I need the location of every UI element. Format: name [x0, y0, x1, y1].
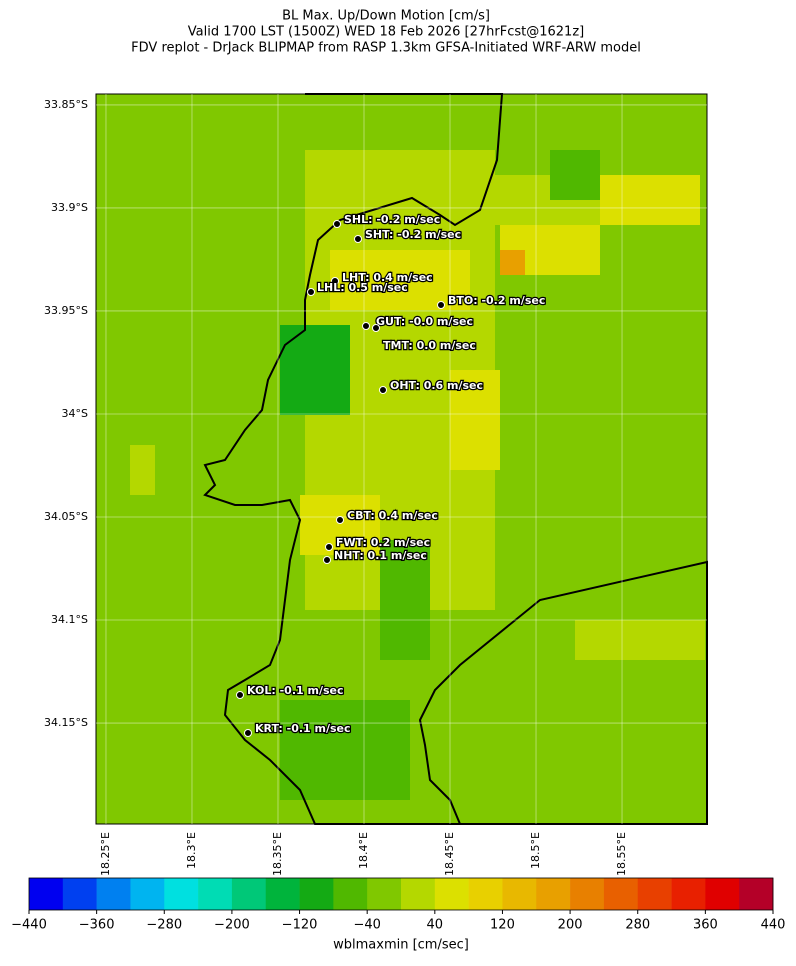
- colorbar-swatch: [705, 878, 740, 910]
- station-marker: [333, 220, 341, 228]
- lon-tick-label: 18.5°E: [529, 832, 542, 869]
- colorbar-swatch: [401, 878, 436, 910]
- lat-tick-label: 34.15°S: [44, 716, 88, 729]
- station-label: FWT: 0.2 m/sec: [336, 536, 430, 549]
- lon-tick-label: 18.55°E: [615, 832, 628, 876]
- colorbar-swatch: [164, 878, 199, 910]
- station-marker: [236, 691, 244, 699]
- lat-tick-label: 33.85°S: [44, 98, 88, 111]
- title-line: BL Max. Up/Down Motion [cm/s]: [282, 9, 490, 24]
- colorbar-swatch: [739, 878, 774, 910]
- colorbar-swatch: [231, 878, 267, 910]
- station-label: KRT: -0.1 m/sec: [255, 722, 351, 735]
- station-marker: [354, 235, 362, 243]
- colorbar-swatch: [671, 878, 706, 910]
- colorbar-tick-label: 200: [558, 918, 583, 933]
- colorbar-swatch: [570, 878, 605, 910]
- colorbar-swatch: [637, 878, 672, 910]
- colorbar-swatch: [130, 878, 165, 910]
- station-marker: [437, 301, 445, 309]
- colorbar-swatch: [434, 878, 469, 910]
- station-label: SHL: -0.2 m/sec: [344, 213, 440, 226]
- colorbar-swatch: [536, 878, 571, 910]
- colorbar-tick-label: 120: [490, 918, 515, 933]
- station-marker: [362, 322, 370, 330]
- station-label: BTO: -0.2 m/sec: [448, 294, 545, 307]
- colorbar-swatch: [96, 878, 131, 910]
- station-label: SHT: -0.2 m/sec: [365, 228, 461, 241]
- lon-tick-label: 18.4°E: [357, 832, 370, 869]
- lon-tick-label: 18.35°E: [271, 832, 284, 876]
- title-line: FDV replot - DrJack BLIPMAP from RASP 1.…: [131, 41, 641, 56]
- colorbar-swatch: [265, 878, 300, 910]
- station-label: NHT: 0.1 m/sec: [334, 549, 427, 562]
- lon-tick-label: 18.25°E: [99, 832, 112, 876]
- station-label: CBT: 0.4 m/sec: [347, 509, 438, 522]
- colorbar-tick-label: −40: [353, 918, 380, 933]
- station-label: LHT: 0.4 m/sec: [342, 271, 433, 284]
- station-marker: [372, 324, 380, 332]
- lat-tick-label: 33.95°S: [44, 304, 88, 317]
- station-label: OHT: 0.6 m/sec: [390, 379, 483, 392]
- colorbar-swatch: [468, 878, 503, 910]
- colorbar-tick-label: −440: [11, 918, 47, 933]
- colorbar-tick-label: −200: [214, 918, 250, 933]
- station-label: TMT: 0.0 m/sec: [383, 339, 476, 352]
- colorbar-swatch: [29, 878, 64, 910]
- lat-tick-label: 33.9°S: [51, 201, 88, 214]
- colorbar-tick-label: 440: [761, 918, 786, 933]
- station-label: KOL: -0.1 m/sec: [247, 684, 344, 697]
- colorbar-swatch: [198, 878, 233, 910]
- colorbar-tick-label: −360: [79, 918, 115, 933]
- station-marker: [244, 729, 252, 737]
- lon-tick-label: 18.3°E: [185, 832, 198, 869]
- lon-tick-label: 18.45°E: [443, 832, 456, 876]
- lat-tick-label: 34.05°S: [44, 510, 88, 523]
- colorbar-label: wblmaxmin [cm/sec]: [333, 938, 469, 953]
- colorbar-tick-label: 280: [625, 918, 650, 933]
- station-marker: [323, 556, 331, 564]
- colorbar-swatch: [603, 878, 639, 910]
- colorbar-swatch: [62, 878, 97, 910]
- colorbar-tick-label: −120: [282, 918, 318, 933]
- station-marker: [331, 277, 339, 285]
- colorbar-swatch: [502, 878, 537, 910]
- station-marker: [307, 288, 315, 296]
- station-marker: [325, 543, 333, 551]
- lat-tick-label: 34°S: [62, 407, 88, 420]
- station-label: LHL: 0.5 m/sec: [317, 281, 408, 294]
- station-label: GUT: -0.0 m/sec: [376, 315, 473, 328]
- title-line: Valid 1700 LST (1500Z) WED 18 Feb 2026 […: [188, 25, 584, 40]
- colorbar: −440 −360 −280 −200 −120 −40 40 120 200 280 360 440: [11, 877, 786, 933]
- colorbar-tick-label: −280: [146, 918, 182, 933]
- colorbar-tick-label: 40: [427, 918, 444, 933]
- lat-tick-label: 34.1°S: [51, 613, 88, 626]
- station-marker: [379, 386, 387, 394]
- colorbar-swatch: [333, 878, 368, 910]
- station-marker: [336, 516, 344, 524]
- colorbar-swatch: [299, 878, 334, 910]
- colorbar-tick-label: 360: [693, 918, 718, 933]
- colorbar-frame: [28, 877, 774, 911]
- map-background: [96, 93, 708, 825]
- colorbar-swatch: [367, 878, 402, 910]
- map-frame: [95, 93, 708, 825]
